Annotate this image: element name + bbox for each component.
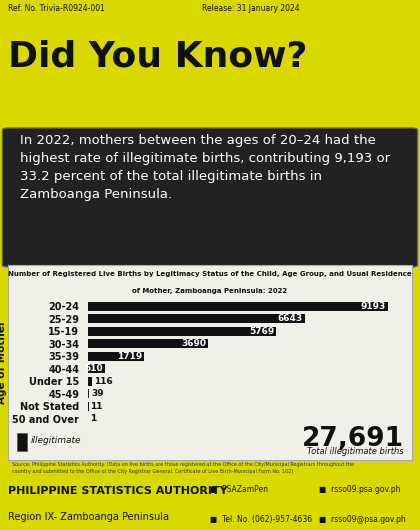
Text: 1: 1: [90, 414, 97, 423]
Text: ■  rsso09.psa.gov.ph: ■ rsso09.psa.gov.ph: [319, 485, 401, 494]
Bar: [88, 327, 276, 335]
FancyBboxPatch shape: [3, 128, 417, 267]
Bar: [88, 302, 388, 311]
Text: ■  rsso09@psa.gov.ph: ■ rsso09@psa.gov.ph: [319, 515, 406, 524]
Bar: [88, 377, 92, 386]
Text: In 2022, mothers between the ages of 20–24 had the
highest rate of illegitimate : In 2022, mothers between the ages of 20–…: [21, 134, 391, 201]
Bar: [17, 433, 26, 450]
Text: ■  Tel. No. (062)-957-4636: ■ Tel. No. (062)-957-4636: [210, 515, 312, 524]
Text: PHILIPPINE STATISTICS AUTHORITY: PHILIPPINE STATISTICS AUTHORITY: [8, 486, 228, 496]
Text: 9193: 9193: [360, 302, 386, 311]
Bar: [88, 364, 105, 373]
Text: Source: Philippine Statistics Authority. (Data on live births are those register: Source: Philippine Statistics Authority.…: [13, 462, 354, 474]
Bar: [88, 339, 208, 348]
Text: Region IX- Zamboanga Peninsula: Region IX- Zamboanga Peninsula: [8, 513, 169, 523]
Bar: [88, 352, 144, 361]
Text: 27,691: 27,691: [302, 426, 404, 452]
Text: 3690: 3690: [181, 339, 207, 348]
Text: illegitimate: illegitimate: [31, 436, 81, 445]
Text: 5769: 5769: [249, 327, 274, 335]
Text: 1719: 1719: [117, 352, 142, 361]
Text: Ref. No. Trivia-R0924-001: Ref. No. Trivia-R0924-001: [8, 4, 105, 13]
Text: Number of Registered Live Births by Legitimacy Status of the Child, Age Group, a: Number of Registered Live Births by Legi…: [8, 271, 412, 277]
Text: 510: 510: [84, 364, 103, 373]
Bar: [88, 389, 89, 398]
Text: ■  PSAZamPen: ■ PSAZamPen: [210, 485, 268, 494]
Text: 116: 116: [94, 377, 113, 386]
Y-axis label: Age of Mother: Age of Mother: [0, 321, 7, 404]
Text: Total illegitimate births: Total illegitimate births: [307, 447, 404, 456]
Text: Release: 31 January 2024: Release: 31 January 2024: [202, 4, 299, 13]
Text: 6643: 6643: [278, 314, 303, 323]
Text: 11: 11: [91, 402, 103, 411]
Text: 39: 39: [92, 389, 104, 398]
Text: of Mother, Zamboanga Peninsula: 2022: of Mother, Zamboanga Peninsula: 2022: [132, 288, 288, 294]
Bar: [88, 314, 304, 323]
Text: Did You Know?: Did You Know?: [8, 39, 308, 73]
